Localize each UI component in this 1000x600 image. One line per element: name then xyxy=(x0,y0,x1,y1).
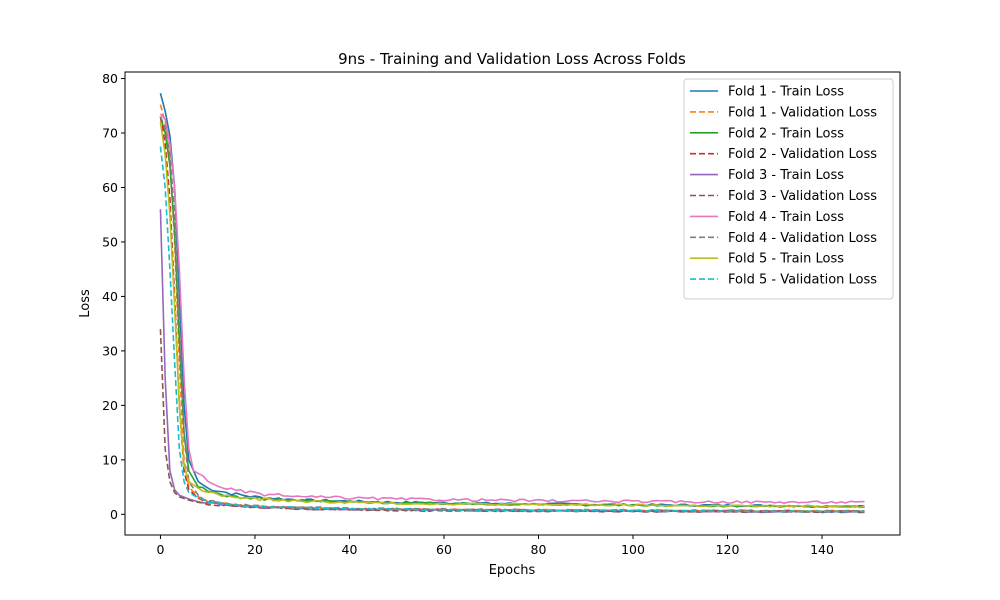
legend-label: Fold 3 - Validation Loss xyxy=(728,189,877,204)
x-tick-label: 140 xyxy=(810,542,834,557)
legend-label: Fold 5 - Validation Loss xyxy=(728,273,877,288)
legend-label: Fold 4 - Train Loss xyxy=(728,210,844,225)
series-line-7 xyxy=(159,113,865,504)
x-tick-label: 40 xyxy=(342,542,358,557)
plot-frame xyxy=(124,71,901,536)
x-tick-label: 60 xyxy=(436,542,452,557)
series-line-9 xyxy=(159,121,865,509)
y-tick-label: 70 xyxy=(102,126,118,141)
legend-label: Fold 1 - Train Loss xyxy=(728,85,844,100)
y-axis-title: Loss xyxy=(78,289,93,318)
x-axis-title: Epochs xyxy=(489,563,536,578)
x-tick-label: 20 xyxy=(247,542,263,557)
x-tick-label: 0 xyxy=(156,542,164,557)
x-axis: 0 20 40 60 80 100 120 140 xyxy=(156,535,834,557)
y-tick-label: 30 xyxy=(102,343,118,358)
x-tick-label: 100 xyxy=(621,542,645,557)
chart-title: 9ns - Training and Validation Loss Acros… xyxy=(338,50,686,68)
legend-label: Fold 5 - Train Loss xyxy=(728,252,844,267)
legend-label: Fold 4 - Validation Loss xyxy=(728,231,877,246)
series-line-8 xyxy=(159,116,865,513)
y-tick-label: 10 xyxy=(102,452,118,467)
y-axis: 0 10 20 30 40 50 60 70 80 xyxy=(102,71,125,522)
y-tick-label: 20 xyxy=(102,398,118,413)
y-tick-label: 50 xyxy=(102,234,118,249)
legend-box xyxy=(683,78,894,300)
series-line-10 xyxy=(159,146,865,513)
x-tick-label: 120 xyxy=(716,542,740,557)
legend-label: Fold 3 - Train Loss xyxy=(728,168,844,183)
legend-label: Fold 1 - Validation Loss xyxy=(728,105,877,120)
legend-label: Fold 2 - Train Loss xyxy=(728,126,844,141)
x-tick-label: 80 xyxy=(531,542,547,557)
y-tick-label: 80 xyxy=(102,71,118,86)
legend-label: Fold 2 - Validation Loss xyxy=(728,147,877,162)
y-tick-label: 40 xyxy=(102,289,118,304)
y-tick-label: 60 xyxy=(102,180,118,195)
y-tick-label: 0 xyxy=(110,507,118,522)
series-layer xyxy=(159,93,865,514)
legend: Fold 1 - Train Loss Fold 1 - Validation L… xyxy=(683,78,894,300)
